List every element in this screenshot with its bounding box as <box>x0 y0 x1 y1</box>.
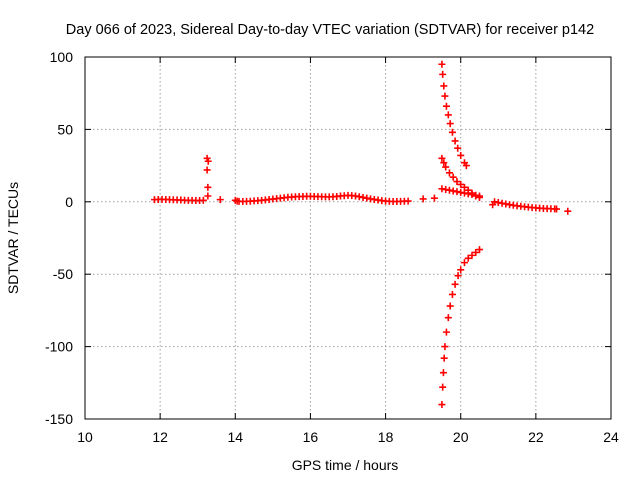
data-point <box>446 302 454 310</box>
data-point <box>404 197 412 205</box>
data-point <box>453 178 461 186</box>
data-point <box>439 369 447 377</box>
data-point <box>441 343 449 351</box>
data-point <box>472 248 480 256</box>
data-points <box>151 60 572 409</box>
axis-ticks <box>84 56 612 420</box>
data-point <box>203 166 211 174</box>
data-point <box>457 180 465 188</box>
data-point <box>553 205 561 213</box>
chart-title: Day 066 of 2023, Sidereal Day-to-day VTE… <box>66 22 594 38</box>
y-tick-label: 100 <box>50 49 74 65</box>
x-tick-label: 20 <box>453 429 469 445</box>
data-point <box>448 290 456 298</box>
data-point <box>441 92 449 100</box>
data-point <box>199 196 207 204</box>
data-point <box>439 383 447 391</box>
data-point <box>419 195 427 203</box>
data-point <box>451 137 459 145</box>
data-point <box>204 192 212 200</box>
y-tick-label: -50 <box>53 266 73 282</box>
data-point <box>451 280 459 288</box>
data-point <box>442 102 450 110</box>
x-tick-label: 22 <box>528 429 544 445</box>
data-point <box>446 120 454 128</box>
y-tick-label: -100 <box>45 339 73 355</box>
data-point <box>444 111 452 119</box>
y-tick-label: -150 <box>45 411 73 427</box>
data-point <box>454 144 462 152</box>
data-point <box>460 259 468 267</box>
data-point <box>464 254 472 262</box>
x-tick-label: 24 <box>603 429 619 445</box>
data-point <box>430 194 438 202</box>
data-point <box>439 70 447 78</box>
data-point <box>449 173 457 181</box>
data-point <box>444 314 452 322</box>
data-point <box>457 151 465 159</box>
data-point <box>454 272 462 280</box>
data-point <box>442 163 450 171</box>
data-point <box>204 157 212 165</box>
x-tick-label: 14 <box>227 429 243 445</box>
data-point <box>468 251 476 259</box>
data-point <box>438 154 446 162</box>
x-tick-label: 10 <box>77 429 93 445</box>
tick-labels: 10 12 14 16 18 20 22 24 -150 -100 -50 0 50 100 <box>45 49 619 445</box>
data-point <box>438 60 446 68</box>
data-point <box>440 159 448 167</box>
data-point <box>438 401 446 409</box>
data-point <box>476 246 483 254</box>
x-axis-label: GPS time / hours <box>292 457 399 473</box>
x-tick-label: 16 <box>303 429 319 445</box>
data-point <box>462 162 470 170</box>
data-point <box>440 354 448 362</box>
y-tick-label: 50 <box>57 121 73 137</box>
data-point <box>216 196 224 204</box>
y-tick-label: 0 <box>65 194 73 210</box>
x-tick-label: 18 <box>378 429 394 445</box>
data-point <box>457 266 465 274</box>
data-point <box>476 192 483 200</box>
data-point <box>564 207 572 215</box>
data-point <box>442 328 450 336</box>
data-point <box>440 82 448 90</box>
data-point <box>445 169 453 177</box>
data-point <box>448 128 456 136</box>
y-axis-label: SDTVAR / TECUs <box>5 182 21 294</box>
data-point <box>204 183 212 191</box>
x-tick-label: 12 <box>152 429 168 445</box>
grid-lines <box>85 57 611 419</box>
plot-frame <box>84 56 612 420</box>
